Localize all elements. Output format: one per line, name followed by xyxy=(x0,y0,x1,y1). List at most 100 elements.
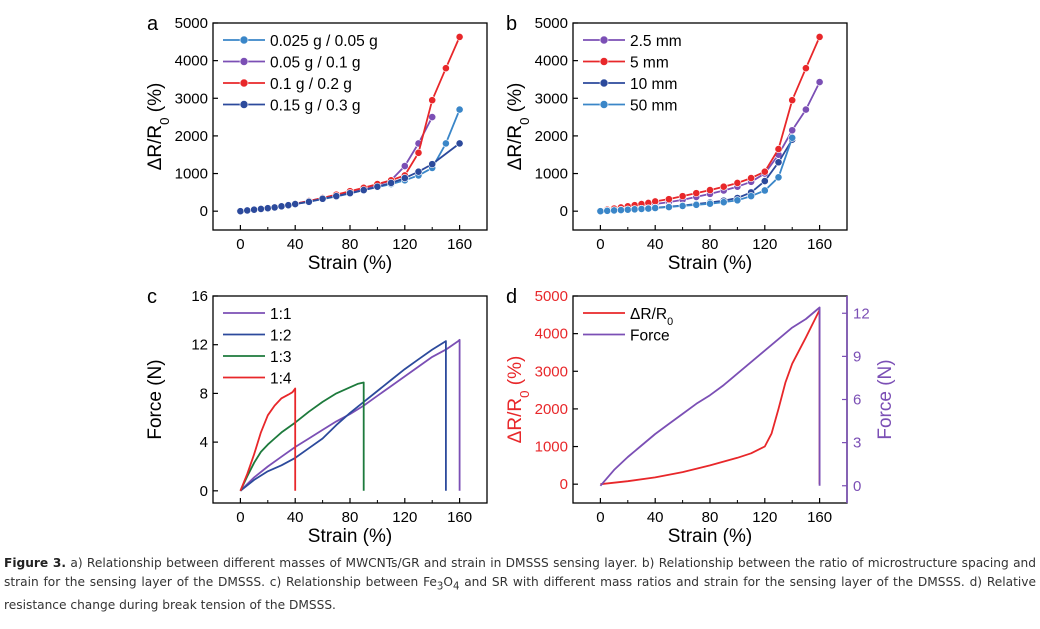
data-point-a-3 xyxy=(359,186,368,195)
x-tick-label-b: 40 xyxy=(647,236,664,253)
data-point-b-2 xyxy=(760,177,769,185)
legend-marker-b xyxy=(599,35,609,45)
data-point-b-1 xyxy=(706,186,714,195)
data-point-a-3 xyxy=(250,205,258,214)
data-point-b-2 xyxy=(774,158,783,167)
data-point-a-2 xyxy=(428,96,437,105)
y-tick-label-a: 4000 xyxy=(175,53,208,70)
y-tick-label-d: 5000 xyxy=(535,288,568,305)
legend-label-c: 1:1 xyxy=(270,306,292,323)
legend-label-a: 0.15 g / 0.3 g xyxy=(270,98,361,115)
x-tick-label-a: 0 xyxy=(236,236,244,253)
data-point-a-3 xyxy=(270,203,279,212)
data-point-a-2 xyxy=(414,148,423,157)
x-tick-label-c: 160 xyxy=(447,509,472,526)
x-tick-label-d: 80 xyxy=(702,509,719,526)
y2-tick-label: 3 xyxy=(853,435,861,452)
x-tick-label-c: 0 xyxy=(236,509,244,526)
data-point-b-3 xyxy=(617,206,625,214)
panel-label-d: d xyxy=(506,286,517,308)
data-point-a-3 xyxy=(236,207,245,216)
panel-label-a: a xyxy=(147,13,159,35)
y-axis-label-b: ΔR/R0 (%) xyxy=(505,83,532,171)
y-tick-label-d: 2000 xyxy=(535,401,568,418)
panel-label-c: c xyxy=(147,286,157,308)
data-point-b-3 xyxy=(774,173,783,182)
data-point-a-0 xyxy=(441,139,450,148)
y-tick-label-a: 5000 xyxy=(175,15,208,32)
x-tick-label-c: 120 xyxy=(392,509,417,526)
data-point-a-3 xyxy=(291,200,300,208)
y-tick-label-a: 1000 xyxy=(175,166,208,183)
x-tick-label-d: 40 xyxy=(647,509,664,526)
data-point-b-3 xyxy=(747,192,755,201)
y-tick-label-d: 0 xyxy=(560,476,568,493)
data-point-a-3 xyxy=(332,192,341,201)
data-point-b-3 xyxy=(651,204,660,212)
data-point-b-1 xyxy=(747,174,755,182)
legend-label-b: 50 mm xyxy=(630,98,677,115)
caption-label: Figure 3. xyxy=(4,556,67,570)
data-point-b-3 xyxy=(719,198,728,207)
y-axis-label-d: ΔR/R0 (%) xyxy=(505,356,532,444)
legend-label-a: 0.05 g / 0.1 g xyxy=(270,55,361,72)
y-tick-label-b: 5000 xyxy=(535,15,568,32)
legend-label-b: 2.5 mm xyxy=(630,33,682,50)
y-tick-label-a: 3000 xyxy=(175,90,208,107)
y-tick-label-d: 4000 xyxy=(535,326,568,343)
legend-marker-a xyxy=(239,57,249,66)
y-tick-label-b: 0 xyxy=(560,203,568,220)
x-tick-label-a: 80 xyxy=(342,236,359,253)
data-point-a-3 xyxy=(387,179,395,187)
data-point-b-1 xyxy=(802,64,810,73)
y2-axis-label: Force (N) xyxy=(875,359,896,439)
data-point-a-1 xyxy=(428,113,437,121)
data-point-b-1 xyxy=(692,189,701,198)
data-point-b-0 xyxy=(788,126,797,135)
y2-tick-label: 6 xyxy=(853,392,861,409)
data-point-a-3 xyxy=(428,160,437,169)
data-point-b-1 xyxy=(774,145,783,153)
plot-frame-d xyxy=(572,295,848,504)
data-point-b-0 xyxy=(802,105,810,114)
legend-label-b: 10 mm xyxy=(630,76,677,93)
x-tick-label-a: 120 xyxy=(392,236,417,253)
data-point-a-3 xyxy=(243,206,252,215)
data-point-a-3 xyxy=(346,189,354,198)
x-axis-label-d: Strain (%) xyxy=(668,526,752,547)
data-point-a-3 xyxy=(318,194,327,203)
y-tick-label-b: 3000 xyxy=(535,90,568,107)
data-point-a-2 xyxy=(455,33,464,41)
data-point-a-3 xyxy=(373,182,382,191)
x-tick-label-c: 80 xyxy=(342,509,359,526)
y-tick-label-d: 3000 xyxy=(535,363,568,380)
data-point-a-3 xyxy=(277,202,286,211)
data-point-a-1 xyxy=(400,162,409,170)
caption-text: a) Relationship between different masses… xyxy=(4,556,1036,613)
data-point-a-2 xyxy=(441,64,450,73)
legend-label-c: 1:2 xyxy=(270,328,292,345)
x-axis-label-b: Strain (%) xyxy=(668,253,752,274)
y2-tick-label: 12 xyxy=(853,305,870,322)
legend-label-c: 1:4 xyxy=(270,371,292,388)
x-axis-label-a: Strain (%) xyxy=(308,253,392,274)
panel-d: d 0 40 80 120 160 0 1000 2000 3000 4000 5000 0 3 6 9 12 F… xyxy=(505,286,896,547)
figure-canvas: a0 40 80 120 160010002000300040005000Strain … xyxy=(145,13,896,547)
data-point-a-3 xyxy=(414,167,423,176)
data-point-b-3 xyxy=(706,199,714,208)
data-point-b-1 xyxy=(815,33,824,41)
y-tick-label-a: 0 xyxy=(200,203,208,220)
data-point-a-3 xyxy=(400,174,409,182)
legend-label-a: 0.1 g / 0.2 g xyxy=(270,76,352,93)
legend-marker-b xyxy=(599,57,609,66)
y-tick-label-c: 4 xyxy=(200,434,208,451)
y-tick-label-b: 1000 xyxy=(535,166,568,183)
legend-marker-a xyxy=(239,35,249,45)
data-point-b-0 xyxy=(815,78,824,86)
data-point-b-3 xyxy=(596,207,605,216)
x-tick-label-d: 0 xyxy=(596,509,604,526)
panel-b: b 0 40 80 120 160 0 1000 2000 3000 4000 5000 Strain … xyxy=(505,13,848,274)
y-tick-label-c: 8 xyxy=(200,385,208,402)
data-point-b-3 xyxy=(760,186,769,195)
legend-marker-a xyxy=(239,78,249,88)
